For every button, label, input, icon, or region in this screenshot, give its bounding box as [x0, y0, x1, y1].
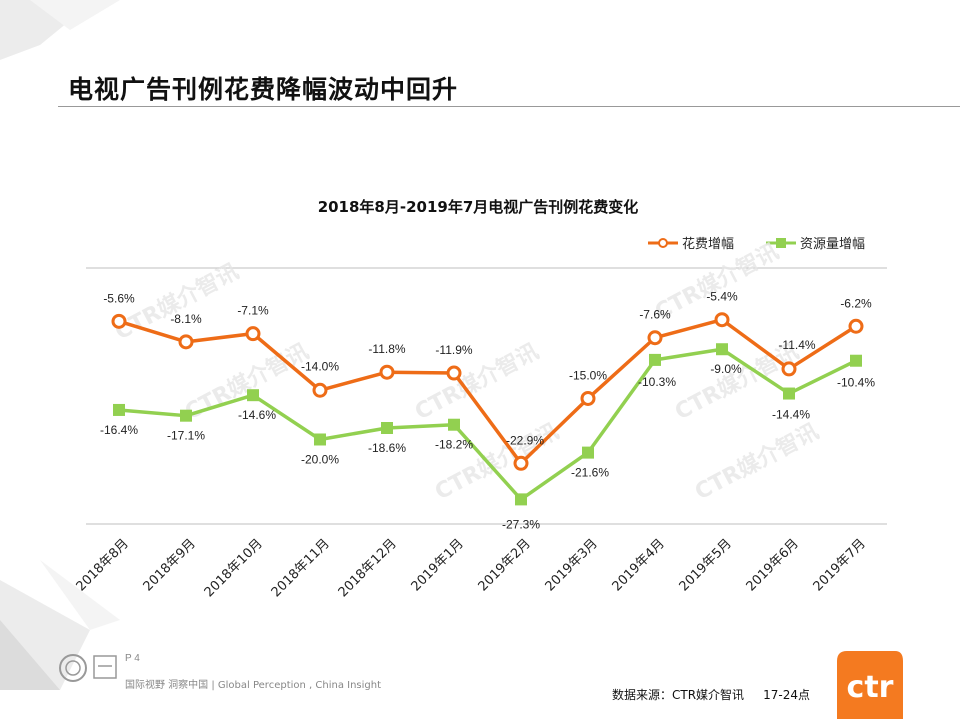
footer-tagline: 国际视野 洞察中国 | Global Perception , China In…	[125, 680, 382, 691]
x-tick-label: 2019年4月	[610, 536, 668, 594]
x-tick-label: 2019年2月	[476, 536, 534, 594]
data-label-resource: -10.4%	[837, 376, 875, 390]
data-point-spend	[714, 312, 730, 328]
x-tick-label: 2019年5月	[677, 536, 735, 594]
legend-label-spend: 花费增幅	[682, 236, 734, 252]
data-label-resource: -27.3%	[502, 517, 540, 531]
x-tick-label: 2019年1月	[409, 536, 467, 594]
data-label-resource: -16.4%	[100, 423, 138, 437]
data-label-resource: -10.3%	[638, 375, 676, 389]
data-label-resource: -9.0%	[710, 362, 742, 376]
page-number: P 4	[125, 653, 140, 664]
slide-title: 电视广告刊例花费降幅波动中回升	[68, 75, 459, 104]
data-point-spend	[446, 365, 462, 381]
data-point-spend	[379, 364, 395, 380]
x-tick-label: 2018年11月	[269, 536, 333, 600]
series-line-resource	[118, 347, 857, 502]
chart-title: 2018年8月-2019年7月电视广告刊例花费变化	[318, 198, 639, 216]
data-point-spend	[848, 318, 864, 334]
data-label-spend: -15.0%	[569, 368, 607, 382]
watermark: CTR媒介智讯	[411, 338, 543, 425]
data-point-spend	[647, 330, 663, 346]
data-point-spend	[245, 326, 261, 342]
legend-label-resource: 资源量增幅	[800, 237, 865, 252]
x-tick-label: 2018年9月	[141, 536, 199, 594]
data-label-resource: -14.6%	[238, 408, 276, 422]
data-label-spend: -11.4%	[778, 338, 815, 352]
data-point-resource	[381, 422, 393, 434]
data-point-resource	[314, 433, 326, 446]
legend: 花费增幅 资源量增幅	[648, 236, 865, 252]
data-point-resource	[113, 403, 125, 416]
data-point-spend	[111, 313, 127, 329]
data-label-resource: -17.1%	[167, 429, 205, 443]
data-point-resource	[649, 353, 661, 366]
corner-decoration-top	[0, 0, 120, 60]
data-label-spend: -11.8%	[368, 342, 405, 356]
data-point-spend	[781, 361, 797, 377]
data-label-spend: -11.9%	[435, 343, 472, 357]
data-point-spend	[580, 390, 596, 406]
data-label-resource: -20.0%	[301, 452, 339, 466]
legend-item-resource: 资源量增幅	[766, 237, 865, 252]
data-point-resource	[247, 389, 259, 402]
data-label-resource: -18.6%	[368, 441, 406, 455]
data-label-spend: -6.2%	[840, 296, 872, 310]
watermark: CTR媒介智讯	[691, 418, 823, 505]
data-point-resource	[180, 409, 192, 422]
x-tick-label: 2019年6月	[744, 536, 802, 594]
data-label-spend: -5.6%	[103, 291, 135, 305]
line-chart: 2018年8月-2019年7月电视广告刊例花费变化 花费增幅 资源量增幅 CTR…	[74, 198, 887, 600]
data-source: 数据来源：CTR媒介智讯 17-24点	[612, 688, 810, 702]
data-point-spend	[178, 334, 194, 350]
legend-item-spend: 花费增幅	[648, 236, 734, 252]
data-point-resource	[783, 387, 795, 400]
x-tick-label: 2018年12月	[336, 536, 400, 600]
data-label-spend: -5.4%	[706, 290, 738, 304]
data-point-resource	[515, 493, 527, 506]
data-point-spend	[312, 382, 328, 398]
data-point-spend	[513, 455, 529, 471]
data-label-spend: -8.1%	[170, 312, 202, 326]
data-label-spend: -7.1%	[237, 304, 269, 318]
logo-text: ctr	[847, 670, 894, 705]
data-point-resource	[716, 343, 728, 356]
data-label-resource: -21.6%	[571, 466, 609, 480]
x-tick-label: 2019年7月	[811, 536, 869, 594]
corner-decoration-bottom	[0, 560, 120, 690]
ctr-logo: ctr	[837, 651, 903, 719]
x-tick-label: 2018年8月	[74, 536, 132, 594]
data-point-resource	[850, 354, 862, 367]
data-point-resource	[448, 418, 460, 431]
data-label-resource: -14.4%	[772, 408, 810, 422]
data-point-resource	[582, 446, 594, 459]
certification-badges	[59, 654, 117, 682]
data-label-spend: -7.6%	[639, 308, 671, 322]
data-label-spend: -14.0%	[301, 359, 339, 373]
title-divider	[58, 106, 960, 107]
data-label-spend: -22.9%	[506, 433, 544, 447]
series-line-spend	[118, 317, 857, 466]
x-tick-label: 2018年10月	[202, 536, 266, 600]
data-label-resource: -18.2%	[435, 438, 473, 452]
x-tick-label: 2019年3月	[543, 536, 601, 594]
